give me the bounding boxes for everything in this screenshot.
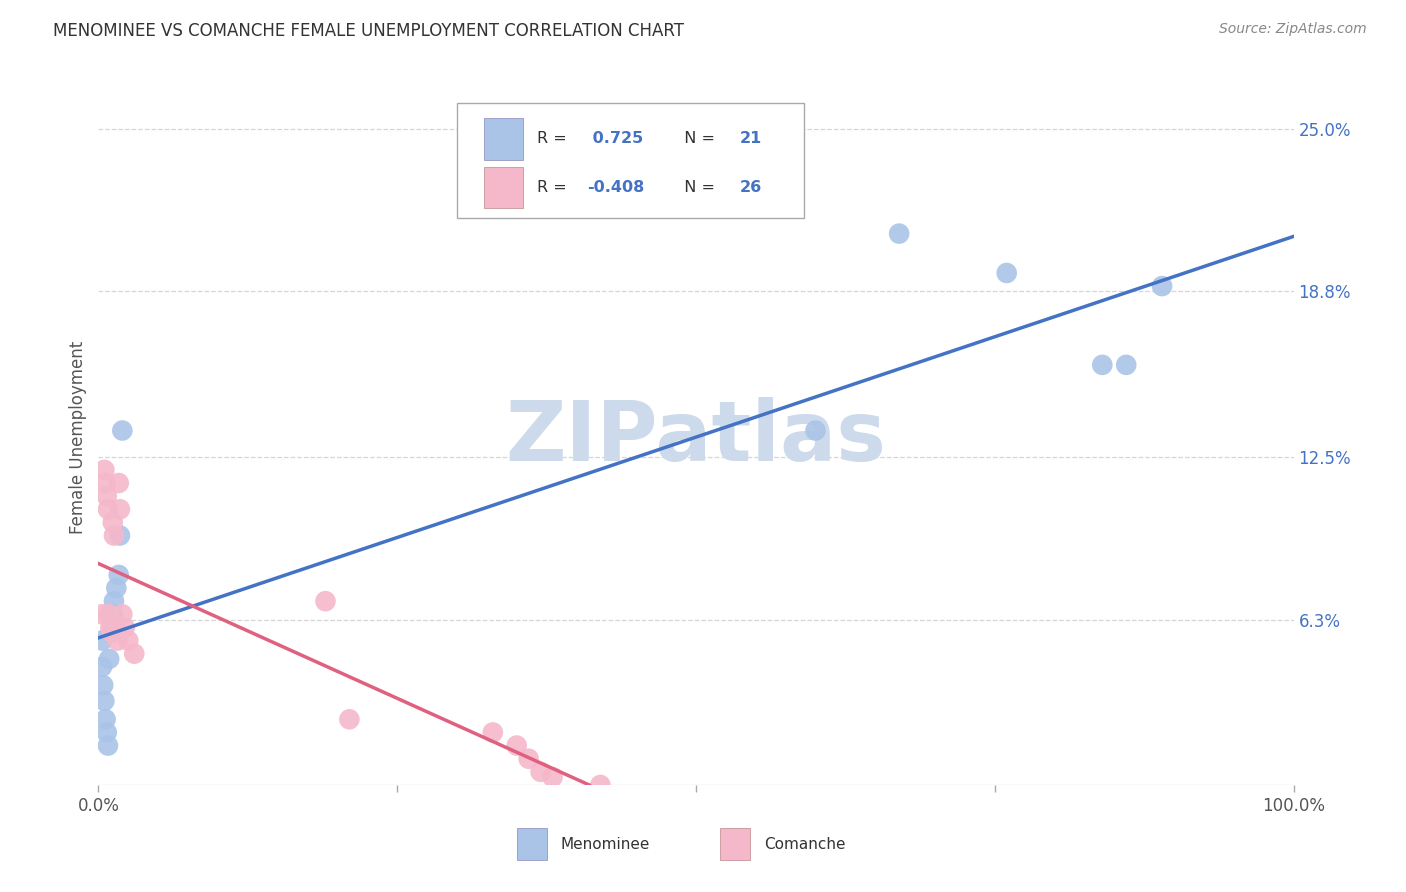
Point (1152, 279, 1174, 293)
Text: Comanche: Comanche (763, 837, 845, 852)
Point (315, 594, 337, 608)
Point (103, 528, 125, 542)
Point (481, 725, 505, 739)
Point (103, 594, 125, 608)
Point (98, 625, 122, 640)
Point (589, 778, 612, 792)
Point (105, 620, 128, 634)
Point (1091, 358, 1114, 372)
Point (107, 633, 129, 648)
Point (889, 227, 911, 241)
Point (804, 424, 827, 438)
Text: ZIPatlas: ZIPatlas (506, 397, 886, 477)
Bar (517, 829, 547, 860)
Point (117, 633, 139, 648)
Y-axis label: Female Unemployment: Female Unemployment (69, 341, 87, 533)
Point (98, 652, 121, 666)
Point (517, 752, 540, 766)
Point (105, 581, 128, 595)
Point (91, 678, 114, 692)
Text: R =: R = (537, 131, 572, 146)
Point (101, 516, 124, 530)
Point (530, 764, 553, 779)
Point (107, 476, 129, 491)
Text: 0.725: 0.725 (588, 131, 644, 146)
Point (94, 476, 117, 491)
Point (97, 739, 120, 753)
Point (541, 770, 564, 784)
Point (91, 660, 114, 674)
Bar (485, 118, 523, 160)
Text: 26: 26 (740, 180, 762, 195)
Bar (485, 167, 523, 209)
Point (114, 620, 136, 634)
FancyBboxPatch shape (457, 103, 804, 218)
Point (91, 607, 114, 622)
Point (339, 712, 361, 726)
Point (111, 607, 134, 622)
Text: Source: ZipAtlas.com: Source: ZipAtlas.com (1219, 22, 1367, 37)
Text: 21: 21 (740, 131, 762, 146)
Point (111, 424, 134, 438)
Point (101, 607, 124, 622)
Text: MENOMINEE VS COMANCHE FEMALE UNEMPLOYMENT CORRELATION CHART: MENOMINEE VS COMANCHE FEMALE UNEMPLOYMEN… (53, 22, 685, 40)
Text: R =: R = (537, 180, 572, 195)
Point (97, 502, 120, 516)
Point (107, 568, 129, 582)
Point (96, 725, 118, 739)
Point (93, 694, 115, 708)
Point (124, 647, 146, 661)
Point (1115, 358, 1137, 372)
Bar (720, 829, 749, 860)
Point (98, 620, 122, 634)
Text: N =: N = (675, 180, 721, 195)
Text: Menominee: Menominee (561, 837, 651, 852)
Point (94, 712, 117, 726)
Point (108, 502, 131, 516)
Point (108, 528, 131, 542)
Text: -0.408: -0.408 (588, 180, 644, 195)
Point (93, 463, 115, 477)
Point (91, 633, 114, 648)
Point (506, 739, 529, 753)
Point (98, 607, 121, 622)
Point (100, 625, 122, 640)
Point (96, 489, 118, 503)
Text: N =: N = (675, 131, 721, 146)
Point (995, 266, 1018, 280)
